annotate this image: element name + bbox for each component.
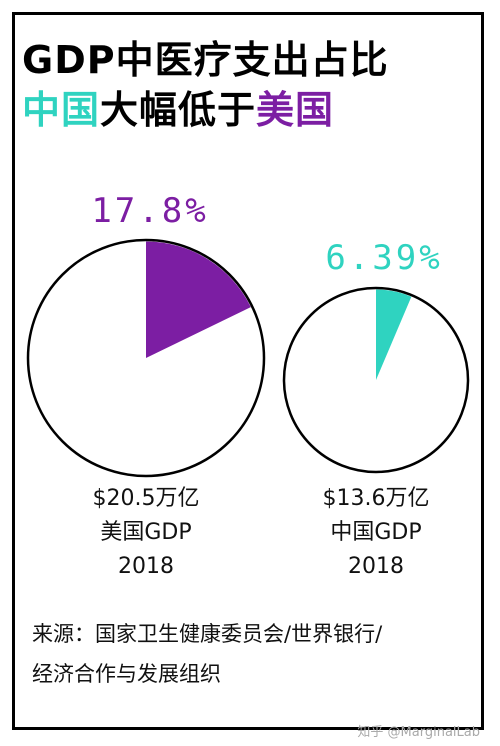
- title-us: 美国: [256, 88, 335, 132]
- title-china: 中国: [22, 88, 101, 132]
- us-caption: $20.5万亿 美国GDP 2018: [46, 482, 246, 584]
- us-gdp-name: 美国GDP: [100, 520, 192, 545]
- china-gdp-name: 中国GDP: [330, 520, 422, 545]
- watermark: 知乎 @MarginalLab: [357, 725, 480, 740]
- us-pie-slice: [146, 241, 251, 358]
- us-year: 2018: [118, 554, 174, 579]
- china-pie-slice: [376, 289, 412, 380]
- source-line-2: 经济合作与发展组织: [32, 662, 221, 686]
- china-year: 2018: [348, 554, 404, 579]
- title-line-1: GDP中医疗支出占比: [22, 38, 389, 82]
- us-gdp-value: $20.5万亿: [92, 486, 200, 511]
- china-gdp-value: $13.6万亿: [322, 486, 430, 511]
- source-note: 来源：国家卫生健康委员会/世界银行/ 经济合作与发展组织: [32, 614, 472, 694]
- source-line-1: 来源：国家卫生健康委员会/世界银行/: [32, 622, 383, 646]
- title-line-2: 中国大幅低于美国: [22, 86, 334, 134]
- china-caption: $13.6万亿 中国GDP 2018: [276, 482, 476, 584]
- china-share-label: 6.39%: [325, 238, 442, 278]
- title-middle: 大幅低于: [100, 88, 257, 132]
- us-share-label: 17.8%: [91, 191, 208, 231]
